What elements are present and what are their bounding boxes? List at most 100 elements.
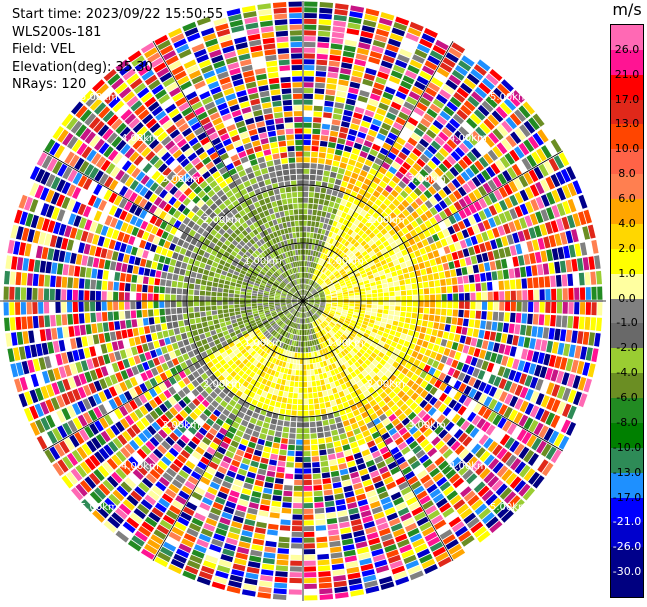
velocity-gate [313,111,323,117]
velocity-gate [495,237,503,248]
velocity-gate [43,302,50,314]
velocity-gate [92,234,100,245]
velocity-gate [179,347,187,355]
velocity-gate [488,132,500,144]
velocity-gate [254,479,264,487]
velocity-gate [350,319,357,325]
velocity-gate [546,207,555,220]
velocity-gate [412,307,418,313]
velocity-gate [424,220,433,229]
velocity-gate [205,296,211,301]
velocity-gate [343,388,350,396]
velocity-gate [160,279,166,286]
velocity-gate [198,571,213,580]
velocity-gate [41,370,50,384]
velocity-gate [320,302,326,304]
velocity-gate [212,314,218,320]
velocity-gate [423,189,433,199]
velocity-gate [245,361,252,368]
velocity-gate [320,216,325,223]
velocity-gate [253,352,259,359]
velocity-gate [379,446,389,455]
velocity-gate [454,147,465,158]
velocity-gate [320,304,326,307]
velocity-gate [153,340,160,349]
velocity-gate [173,373,182,382]
velocity-gate [264,416,272,423]
velocity-gate [223,309,229,314]
velocity-gate [434,203,443,213]
velocity-gate [289,345,294,352]
velocity-gate [345,140,354,147]
velocity-gate [209,391,218,399]
velocity-gate [184,565,199,575]
velocity-gate [329,540,341,548]
velocity-gate [283,356,288,362]
velocity-gate [273,407,280,414]
velocity-gate [398,338,405,345]
velocity-gate [495,483,508,496]
velocity-gate [270,337,276,343]
velocity-gate [309,323,312,329]
velocity-gate [308,303,314,306]
velocity-gate [222,371,230,378]
velocity-gate [311,381,317,387]
velocity-gate [67,314,74,325]
velocity-gate [178,275,185,282]
velocity-gate [259,383,265,390]
velocity-gate [304,330,307,336]
velocity-gate [298,312,301,318]
velocity-gate [111,471,123,484]
velocity-gate [485,321,492,330]
velocity-gate [216,343,223,350]
velocity-gate [457,276,464,285]
velocity-gate [406,496,418,506]
velocity-gate [514,205,523,218]
velocity-gate [315,357,320,363]
velocity-gate [432,344,440,352]
velocity-gate [231,459,241,468]
velocity-gate [308,297,314,300]
velocity-gate [328,418,336,425]
velocity-gate [319,140,328,147]
velocity-gate [428,186,437,195]
velocity-gate [394,408,403,417]
velocity-gate [443,485,455,497]
velocity-gate [392,528,406,538]
velocity-gate [378,576,393,585]
velocity-gate [336,385,343,392]
velocity-gate [248,330,255,336]
velocity-gate [443,375,452,384]
velocity-gate [333,341,339,348]
velocity-gate [429,103,441,114]
velocity-gate [202,560,217,569]
velocity-gate [280,297,286,300]
velocity-gate [304,278,306,284]
velocity-gate [359,126,369,134]
velocity-gate [175,260,182,268]
velocity-gate [425,463,437,473]
velocity-gate [441,464,453,475]
velocity-gate [451,413,461,424]
velocity-gate [554,233,562,246]
velocity-gate [384,156,394,165]
velocity-gate [275,292,281,295]
velocity-gate [136,345,144,354]
velocity-gate [113,311,119,321]
velocity-gate [275,565,288,572]
velocity-gate [310,439,318,445]
velocity-gate [317,553,330,560]
velocity-gate [529,376,539,389]
velocity-gate [426,236,435,245]
velocity-gate [427,55,441,66]
velocity-gate [484,262,491,272]
velocity-gate [363,280,370,285]
velocity-gate [320,135,329,142]
velocity-gate [180,449,191,459]
velocity-gate [18,242,26,256]
velocity-gate [341,438,349,446]
velocity-gate [149,410,159,420]
velocity-gate [546,382,555,395]
velocity-gate [259,364,266,371]
velocity-gate [466,226,475,237]
